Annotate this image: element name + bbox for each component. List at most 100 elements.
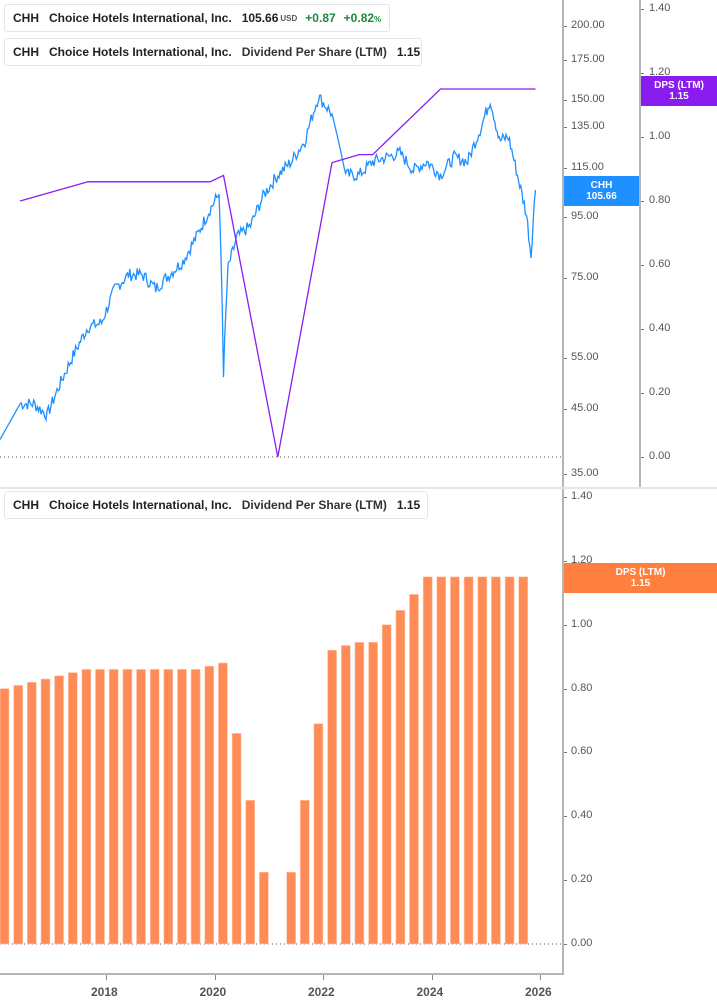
dps-bar[interactable] (136, 669, 146, 945)
axis-tick (641, 329, 644, 330)
dps-bar[interactable] (491, 576, 501, 945)
axis-label: 1.00 (571, 617, 593, 630)
legend-metric: Dividend Per Share (LTM) (241, 45, 387, 59)
x-tick (106, 975, 107, 980)
legend-change: +0.87 (305, 11, 336, 25)
dps-tag-value: 1.15 (630, 578, 651, 589)
axis-tick (564, 127, 567, 128)
axis-label: 35.00 (571, 466, 599, 479)
dps-bar[interactable] (381, 624, 392, 945)
legend-change-pct: +0.82% (344, 11, 382, 25)
axis-label: 150.00 (571, 92, 605, 105)
axis-tick (564, 60, 567, 62)
price-axis-line (562, 0, 564, 487)
legend-ticker: CHH (13, 11, 39, 25)
dps-bar[interactable] (518, 576, 529, 945)
axis-tick (641, 201, 644, 202)
dps-bar[interactable] (108, 669, 119, 945)
axis-label: 0.60 (649, 258, 671, 270)
dps-bar[interactable] (395, 609, 406, 945)
dps-tag-label: DPS (LTM) (615, 567, 666, 578)
price-tag-ticker: CHH (590, 180, 613, 191)
dps-bar[interactable] (313, 723, 324, 945)
change-pct-value: +0.82 (343, 11, 375, 25)
x-axis-year-label: 2022 (308, 985, 335, 999)
dps-bar[interactable] (218, 662, 228, 945)
dps-bar[interactable] (327, 649, 337, 945)
pct-symbol: % (374, 15, 382, 24)
price-tag-value: 105.66 (586, 191, 617, 202)
axis-tick (564, 99, 567, 101)
dps-bar[interactable] (54, 675, 64, 945)
axis-label: 175.00 (571, 53, 605, 66)
axis-tick (564, 168, 567, 170)
axis-tick (641, 457, 644, 458)
dps-bar[interactable] (245, 799, 255, 945)
price-tag: CHH 105.66 (564, 176, 639, 206)
dps-bar[interactable] (259, 871, 269, 945)
axis-label: 45.00 (571, 402, 599, 415)
axis-tick (564, 496, 567, 498)
axis-label: 0.80 (649, 194, 671, 206)
axis-tick (564, 688, 567, 690)
dps-bar[interactable] (204, 665, 215, 945)
legend-price-value: 105.66 (241, 11, 279, 25)
dps-bar[interactable] (409, 594, 419, 945)
dps-bar[interactable] (81, 669, 92, 945)
legend-dps-upper[interactable]: CHH Choice Hotels International, Inc. Di… (4, 38, 422, 66)
legend-metric: Dividend Per Share (LTM) (241, 498, 387, 512)
dps-bar[interactable] (504, 576, 515, 945)
axis-label: 0.00 (571, 937, 593, 949)
axis-tick (641, 137, 644, 138)
dps-bar[interactable] (463, 576, 474, 945)
x-axis-year-label: 2024 (416, 985, 444, 999)
legend-company: Choice Hotels International, Inc. (49, 45, 232, 59)
axis-label: 0.00 (649, 450, 671, 462)
dps-tag-lower: DPS (LTM) 1.15 (564, 563, 717, 593)
axis-label: 1.00 (649, 130, 671, 142)
axis-label: 95.00 (571, 210, 599, 223)
x-tick (431, 975, 433, 980)
axis-label: 135.00 (571, 120, 605, 132)
axis-tick (564, 560, 567, 562)
dps-bar[interactable] (286, 871, 297, 945)
dps-bar[interactable] (436, 576, 447, 945)
dps-bar[interactable] (149, 669, 160, 945)
x-axis-line (0, 973, 564, 975)
axis-tick (564, 473, 567, 475)
dps-bar[interactable] (13, 685, 23, 945)
dps-bar[interactable] (450, 576, 460, 945)
panel-separator[interactable] (0, 487, 717, 489)
dps-bar[interactable] (340, 645, 351, 945)
dps-bar[interactable] (477, 576, 488, 945)
dps-bar[interactable] (231, 732, 242, 945)
dps-bar[interactable] (177, 669, 187, 945)
dps-bar[interactable] (68, 672, 78, 945)
dps-bar[interactable] (0, 688, 10, 945)
legend-dps-lower[interactable]: CHH Choice Hotels International, Inc. Di… (4, 491, 428, 519)
legend-currency: USD (280, 13, 298, 23)
legend-price[interactable]: CHH Choice Hotels International, Inc. 10… (4, 4, 390, 32)
dps-bar[interactable] (122, 669, 133, 945)
axis-tick (641, 393, 644, 394)
dps-bar[interactable] (95, 669, 105, 945)
dps-bar[interactable] (163, 669, 174, 945)
dps-bar[interactable] (26, 681, 37, 945)
x-axis-year-label: 2020 (199, 985, 227, 999)
axis-tick (564, 816, 567, 818)
dps-bar[interactable] (368, 641, 378, 945)
axis-label: 0.60 (571, 745, 593, 758)
dps-bar[interactable] (40, 678, 51, 945)
dps-bar[interactable] (190, 669, 201, 945)
axis-tick (564, 278, 567, 280)
axis-label: 0.20 (649, 386, 671, 398)
axis-label: 115.00 (571, 161, 604, 174)
dps-bars (0, 576, 529, 945)
dps-bar[interactable] (354, 641, 365, 945)
axis-tick (641, 9, 644, 10)
legend-dps-value: 1.15 (396, 498, 421, 512)
dps-bar[interactable] (299, 799, 310, 945)
axis-tick (641, 265, 644, 266)
dps-bar[interactable] (422, 576, 433, 945)
axis-tick (641, 73, 644, 74)
